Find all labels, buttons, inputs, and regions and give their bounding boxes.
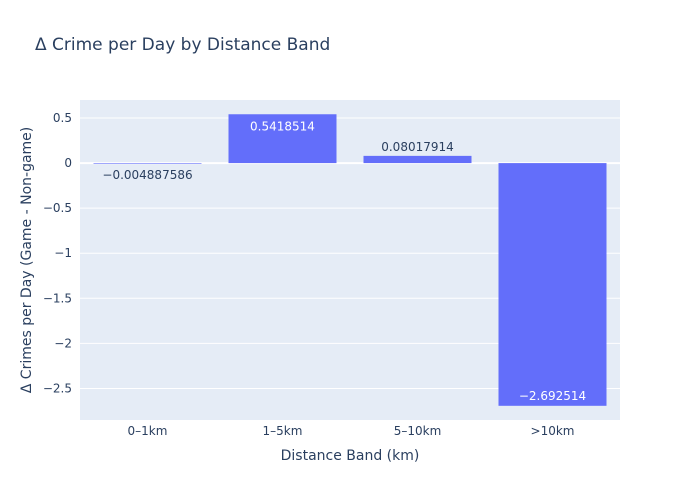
x-tick-label: 5–10km xyxy=(394,424,442,438)
y-axis-ticks: 0.5 0 −0.5 −1 −1.5 −2 −2.5 xyxy=(43,111,72,395)
bar xyxy=(93,163,202,164)
x-tick-label: 0–1km xyxy=(128,424,168,438)
y-tick-label: −1 xyxy=(54,246,72,260)
y-tick-label: −2 xyxy=(54,336,72,350)
bar-data-label: −0.004887586 xyxy=(102,168,192,182)
y-tick-label: 0.5 xyxy=(53,111,72,125)
x-tick-label: 1–5km xyxy=(263,424,303,438)
bars xyxy=(93,114,607,406)
bar xyxy=(498,163,607,406)
y-tick-label: −2.5 xyxy=(43,381,72,395)
bar-data-labels: −0.004887586 0.5418514 0.08017914 −2.692514 xyxy=(102,119,586,403)
bar xyxy=(228,114,337,164)
chart-title: Δ Crime per Day by Distance Band xyxy=(35,35,330,55)
y-tick-label: 0 xyxy=(64,156,72,170)
x-axis-ticks: 0–1km 1–5km 5–10km >10km xyxy=(128,424,575,438)
bar-data-label: 0.5418514 xyxy=(250,119,315,133)
x-tick-label: >10km xyxy=(531,424,575,438)
y-tick-label: −1.5 xyxy=(43,291,72,305)
bar xyxy=(363,155,472,164)
bar-data-label: 0.08017914 xyxy=(381,140,454,154)
y-tick-label: −0.5 xyxy=(43,201,72,215)
y-axis-title: Δ Crimes per Day (Game - Non-game) xyxy=(19,127,35,393)
x-axis-title: Distance Band (km) xyxy=(281,448,420,464)
bar-data-label: −2.692514 xyxy=(519,389,586,403)
